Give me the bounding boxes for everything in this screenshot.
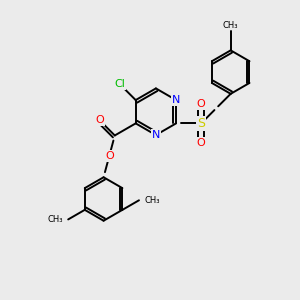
- Text: O: O: [105, 151, 114, 161]
- Text: Cl: Cl: [115, 80, 125, 89]
- Text: CH₃: CH₃: [223, 21, 239, 30]
- Text: CH₃: CH₃: [47, 215, 63, 224]
- Text: N: N: [152, 130, 160, 140]
- Text: CH₃: CH₃: [144, 196, 160, 205]
- Text: S: S: [197, 117, 205, 130]
- Text: O: O: [197, 99, 206, 109]
- Text: N: N: [172, 95, 180, 105]
- Text: O: O: [95, 116, 104, 125]
- Text: O: O: [197, 137, 206, 148]
